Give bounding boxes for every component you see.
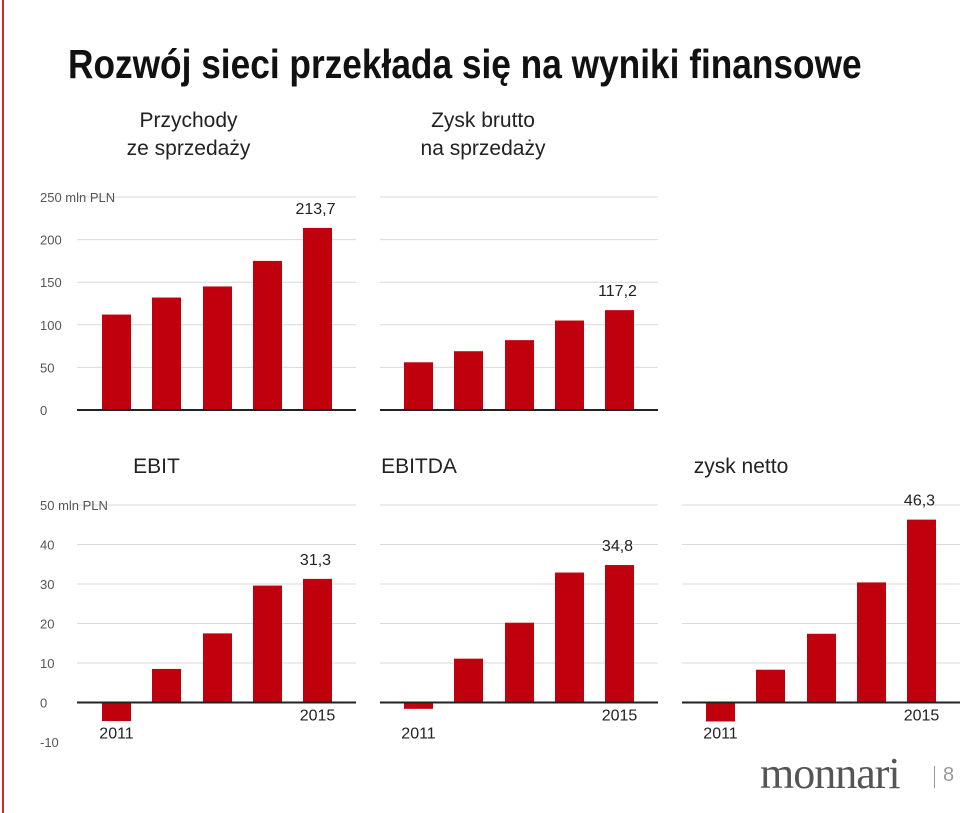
y-tick-label: 10 (40, 656, 54, 671)
page-title: Rozwój sieci przekłada się na wyniki fin… (68, 41, 862, 87)
bar (404, 362, 433, 410)
y-tick-label: 100 (40, 318, 62, 333)
chart-title: ze sprzedaży (127, 137, 251, 160)
bar (152, 297, 181, 410)
year-label: 2015 (904, 708, 940, 725)
chart-title: EBIT (133, 455, 180, 478)
bar (253, 585, 282, 703)
bar (756, 669, 785, 703)
monnari-logo: monnari (760, 749, 901, 798)
year-label: 2015 (602, 708, 638, 725)
bar (404, 702, 433, 709)
bar (102, 314, 131, 410)
bar (454, 351, 483, 410)
y-tick-label: 0 (40, 403, 47, 418)
bar (303, 578, 332, 703)
bar (555, 572, 584, 703)
year-label: 2011 (99, 726, 134, 743)
bar (907, 519, 936, 703)
bar (253, 260, 282, 410)
y-tick-label: 150 (40, 275, 62, 290)
chart-title: EBITDA (381, 455, 457, 478)
y-tick-label: 50 (40, 360, 54, 375)
left-accent-rule (2, 0, 4, 813)
chart-title: na sprzedaży (421, 137, 546, 160)
bar (505, 622, 534, 703)
chart-title: Zysk brutto (431, 109, 535, 132)
data-label: 117,2 (598, 283, 637, 300)
data-label: 34,8 (602, 538, 633, 555)
bar (454, 658, 483, 703)
data-label: 31,3 (300, 552, 331, 569)
bar (605, 310, 634, 410)
bar (152, 668, 181, 703)
y-tick-label: 0 (40, 696, 47, 711)
y-tick-label: 50 mln PLN (40, 498, 108, 513)
bar (706, 702, 735, 722)
data-label: 213,7 (295, 201, 335, 218)
y-tick-label: 200 (40, 233, 62, 248)
data-label: 46,3 (904, 493, 935, 510)
bar (102, 702, 131, 722)
logo-divider (934, 766, 935, 788)
bar (203, 286, 232, 410)
bar (605, 565, 634, 703)
y-tick-label: 250 mln PLN (40, 190, 115, 205)
bar (807, 633, 836, 703)
y-tick-label: 30 (40, 577, 54, 592)
y-tick-label: 20 (40, 617, 54, 632)
page-number: 8 (943, 764, 955, 786)
bar (303, 227, 332, 410)
y-tick-label: -10 (40, 735, 59, 750)
bar (505, 340, 534, 410)
chart-title: Przychody (139, 109, 238, 132)
y-tick-label: 40 (40, 538, 54, 553)
year-label: 2011 (401, 726, 436, 743)
bar (857, 582, 886, 703)
year-label: 2015 (300, 708, 336, 725)
bar (555, 320, 584, 410)
year-label: 2011 (703, 726, 738, 743)
bar (203, 633, 232, 703)
chart-title: zysk netto (694, 455, 789, 478)
